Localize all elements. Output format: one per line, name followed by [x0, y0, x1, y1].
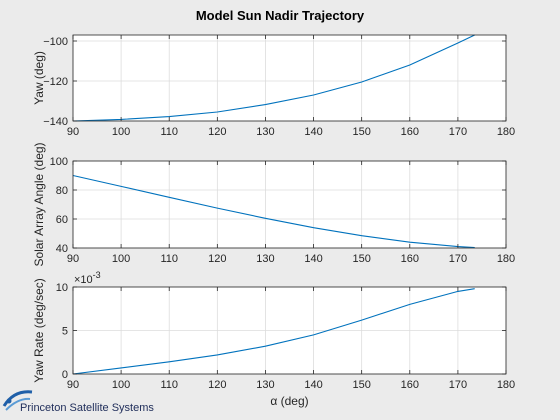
series-line	[72, 34, 475, 122]
x-tick-label: 180	[497, 379, 515, 391]
axes-layer: 90 100 110 120 130 140 150 160 170 180−140−120−10…	[32, 34, 515, 408]
x-tick-label: 130	[256, 379, 274, 391]
x-tick-label: 110	[160, 126, 178, 138]
y-tick-label: −120	[43, 76, 68, 88]
x-tick-label: 160	[401, 126, 419, 138]
axes-2: 90 100 110 120 130 140 150 160 170 180 40 60 80 100 So…	[32, 142, 515, 266]
x-tick-label: 170	[449, 253, 467, 265]
x-tick-label: 150	[352, 126, 370, 138]
x-tick-label: 120	[208, 253, 226, 265]
plot-area	[73, 161, 506, 248]
x-tick-label: 170	[449, 126, 467, 138]
x-tick-label: 90	[67, 126, 79, 138]
x-tick-label: 100	[112, 379, 130, 391]
x-axis-label: α (deg)	[270, 394, 308, 408]
x-tick-label: 140	[304, 379, 322, 391]
series-line	[72, 288, 475, 375]
x-tick-label: 150	[352, 379, 370, 391]
x-tick-label: 150	[352, 253, 370, 265]
y-tick-label: 80	[56, 185, 68, 197]
x-tick-label: 120	[208, 379, 226, 391]
x-tick-label: 100	[112, 253, 130, 265]
plot-area	[73, 35, 506, 121]
x-tick-label: 110	[160, 379, 178, 391]
logo: Princeton Satellite Systems	[2, 390, 154, 414]
y-tick-label: 10	[56, 282, 68, 294]
y-tick-label: 40	[56, 243, 68, 255]
x-tick-label: 180	[497, 253, 515, 265]
y-tick-label: 0	[62, 369, 68, 381]
logo-text: Princeton Satellite Systems	[20, 402, 154, 414]
y-tick-label: 100	[50, 156, 68, 168]
x-tick-label: 180	[497, 126, 515, 138]
x-tick-label: 90	[67, 253, 79, 265]
axes-3: 90 100 110 120 130 140 150 160 170 180 0 5 10 ×10-3 Ya…	[32, 270, 515, 408]
y-tick-label: −100	[43, 36, 68, 48]
x-tick-label: 170	[449, 379, 467, 391]
axes-1: 90 100 110 120 130 140 150 160 170 180 −140 −120 −10…	[32, 34, 515, 138]
axes-box	[72, 34, 507, 122]
x-tick-label: 160	[401, 253, 419, 265]
x-tick-label: 130	[256, 253, 274, 265]
x-tick-label: 160	[401, 379, 419, 391]
x-tick-label: 100	[112, 126, 130, 138]
y-exponent-label: ×10-3	[74, 270, 101, 286]
figure-title: Model Sun Nadir Trajectory	[196, 8, 365, 23]
y-tick-label: 60	[56, 214, 68, 226]
satellite-logo-icon	[2, 390, 33, 411]
series-line	[72, 174, 475, 249]
x-tick-label: 140	[304, 253, 322, 265]
y-tick-label: 5	[62, 326, 68, 338]
y-tick-label: −140	[43, 116, 68, 128]
x-tick-label: 120	[208, 126, 226, 138]
y-axis-label: Yaw (deg)	[32, 51, 46, 105]
y-axis-label: Yaw Rate (deg/sec)	[32, 278, 46, 383]
axes-box	[72, 160, 507, 249]
y-axis-label: Solar Array Angle (deg)	[32, 142, 46, 266]
x-tick-label: 140	[304, 126, 322, 138]
x-tick-label: 110	[160, 253, 178, 265]
x-tick-label: 130	[256, 126, 274, 138]
x-tick-label: 90	[67, 379, 79, 391]
